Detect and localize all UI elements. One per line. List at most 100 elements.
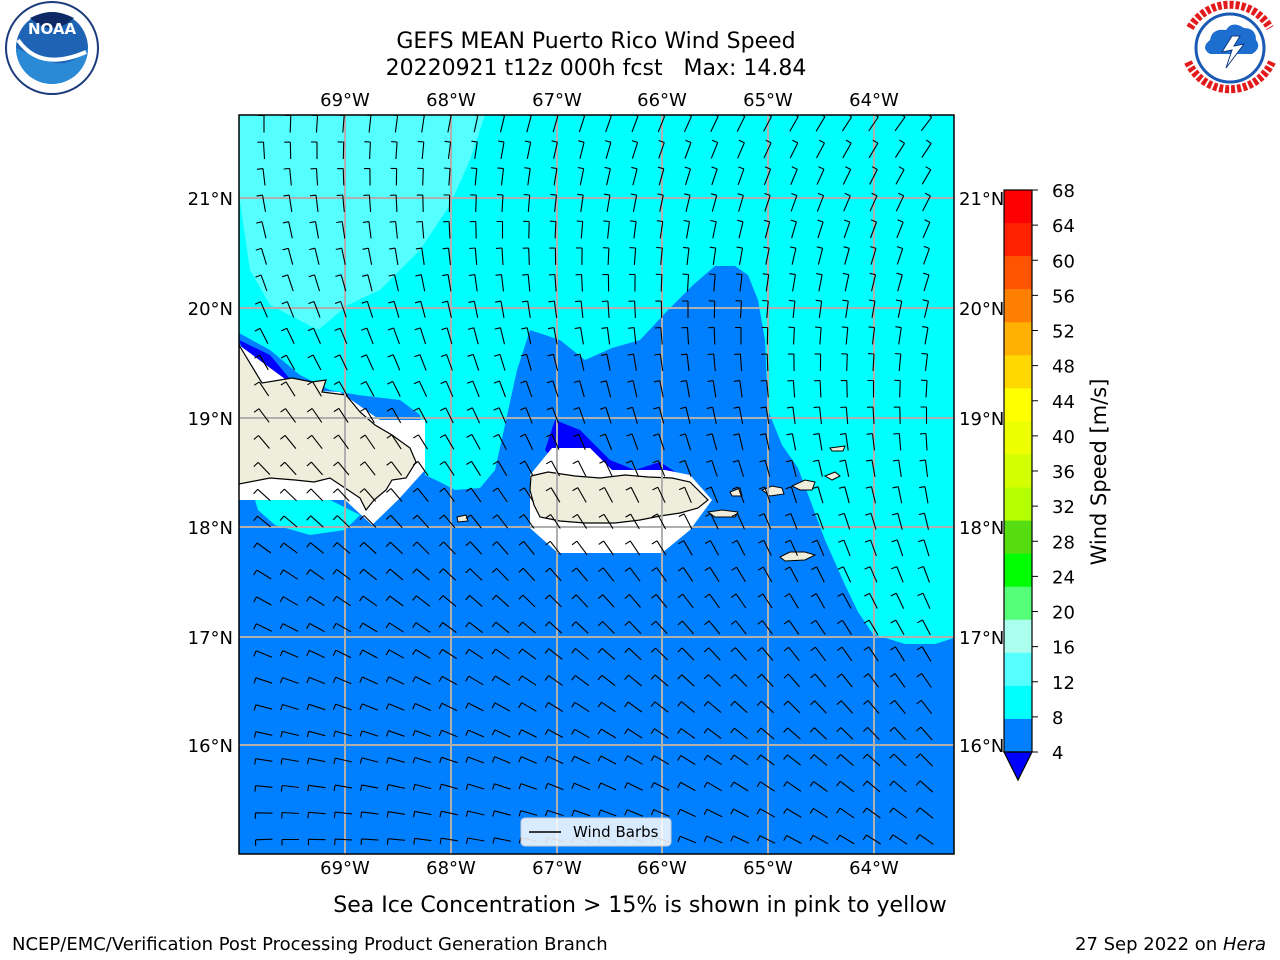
wind-barb — [253, 650, 273, 658]
wind-barb — [677, 755, 696, 765]
wind-barb — [359, 595, 378, 607]
colorbar-segment — [1004, 223, 1032, 257]
wind-barb — [890, 566, 904, 583]
wind-barb — [840, 379, 848, 398]
wind-barb — [789, 246, 797, 265]
wind-barb — [544, 621, 563, 634]
wind-barb — [892, 459, 902, 477]
wind-barb — [441, 327, 453, 345]
wind-barb — [870, 246, 877, 265]
wind-barb — [597, 809, 617, 817]
wind-barb — [362, 221, 372, 239]
wind-barb — [494, 300, 505, 318]
wind-barb — [840, 406, 849, 425]
wind-barb — [412, 649, 431, 659]
puerto-rico-land — [529, 471, 709, 524]
wind-barb — [761, 326, 769, 345]
wind-barb — [841, 326, 849, 345]
wind-barb — [519, 433, 534, 450]
wind-barb — [654, 353, 664, 371]
wind-barb — [412, 729, 432, 738]
wind-barb — [650, 701, 669, 713]
wind-barb — [575, 273, 583, 292]
wind-barb — [333, 730, 352, 738]
wind-barb — [518, 729, 537, 738]
wind-barb — [836, 780, 855, 793]
wind-barb — [915, 753, 933, 767]
wind-barb — [650, 809, 670, 817]
colorbar-segment — [1004, 355, 1032, 389]
wind-barb — [631, 166, 638, 186]
wind-barb — [465, 810, 485, 817]
wind-barb — [918, 539, 930, 557]
wind-barb — [811, 539, 825, 557]
wind-barb — [657, 166, 665, 186]
wind-barb — [757, 620, 773, 635]
wind-barb — [438, 595, 457, 607]
wind-barb — [518, 675, 537, 686]
wind-barb — [571, 594, 589, 608]
wind-barb — [862, 780, 881, 793]
wind-barb — [413, 434, 428, 450]
wind-barb — [465, 594, 483, 608]
wind-barb — [677, 674, 695, 687]
wind-barb — [896, 219, 904, 239]
wind-barb — [253, 623, 272, 632]
wind-barb — [521, 327, 532, 345]
wind-barb — [334, 354, 348, 371]
wind-barb — [306, 542, 324, 554]
wind-barb — [309, 247, 320, 265]
wind-barb — [863, 646, 879, 662]
wind-barb — [652, 433, 665, 451]
wind-barb — [733, 433, 744, 451]
wind-barb — [439, 837, 458, 845]
wind-barb — [889, 780, 907, 793]
wind-barb — [387, 327, 400, 345]
colorbar-segment — [1004, 520, 1032, 555]
wind-barb — [730, 620, 747, 635]
wind-barb — [761, 353, 769, 372]
wind-barb — [603, 193, 611, 212]
wind-barb — [253, 408, 270, 423]
wind-barb — [890, 619, 905, 636]
wind-barb — [677, 808, 696, 818]
wind-barb — [520, 407, 533, 424]
wind-barb — [518, 702, 537, 712]
footer-date: 27 Sep 2022 on Hera — [1075, 934, 1266, 955]
wind-barb — [306, 408, 323, 423]
wind-barb — [497, 140, 505, 159]
wind-barb — [521, 300, 531, 318]
wind-barb — [869, 219, 878, 239]
colorbar-segment — [1004, 256, 1032, 290]
longitude-label: 68°W — [426, 858, 476, 879]
wind-barb — [306, 676, 326, 685]
wind-barb — [440, 380, 454, 398]
wind-barb — [518, 648, 537, 660]
wind-barb — [651, 593, 668, 608]
wind-barb — [763, 219, 771, 239]
wind-barb — [359, 649, 378, 659]
wind-barb — [895, 299, 903, 318]
wind-barb — [867, 353, 875, 372]
wind-barb — [360, 784, 379, 791]
wind-barb — [896, 272, 903, 292]
wind-barb — [790, 166, 798, 186]
wind-barb — [550, 167, 558, 186]
wind-barb — [255, 274, 268, 292]
wind-barb — [414, 300, 426, 318]
latitude-label: 18°N — [188, 518, 233, 539]
wind-barb — [412, 702, 432, 712]
wind-barb — [705, 513, 719, 530]
wind-barb — [809, 834, 829, 845]
wind-barb — [439, 810, 458, 818]
wind-barb — [306, 434, 323, 450]
wind-barb — [889, 753, 907, 767]
wind-barb — [814, 379, 822, 398]
wind-barb — [863, 619, 879, 636]
longitude-label: 65°W — [743, 858, 793, 879]
wind-barb — [444, 140, 452, 159]
wind-barb — [708, 300, 716, 319]
wind-barb — [465, 568, 483, 581]
wind-barb — [756, 727, 775, 740]
wind-barb — [438, 729, 458, 738]
